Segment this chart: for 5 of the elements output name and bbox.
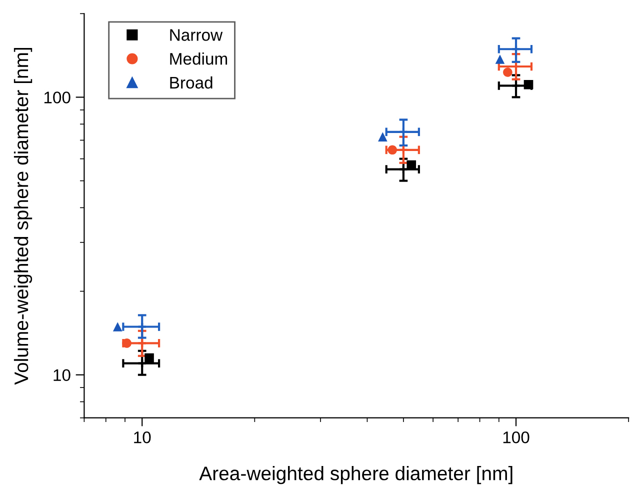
y-axis-title: Volume-weighted sphere diameter [nm] [14, 48, 32, 385]
legend-label: Medium [170, 52, 228, 65]
x-axis-title: Area-weighted sphere diameter [nm] [199, 466, 512, 484]
legend-label: Narrow [170, 29, 223, 41]
legend-label: Broad [170, 76, 212, 89]
